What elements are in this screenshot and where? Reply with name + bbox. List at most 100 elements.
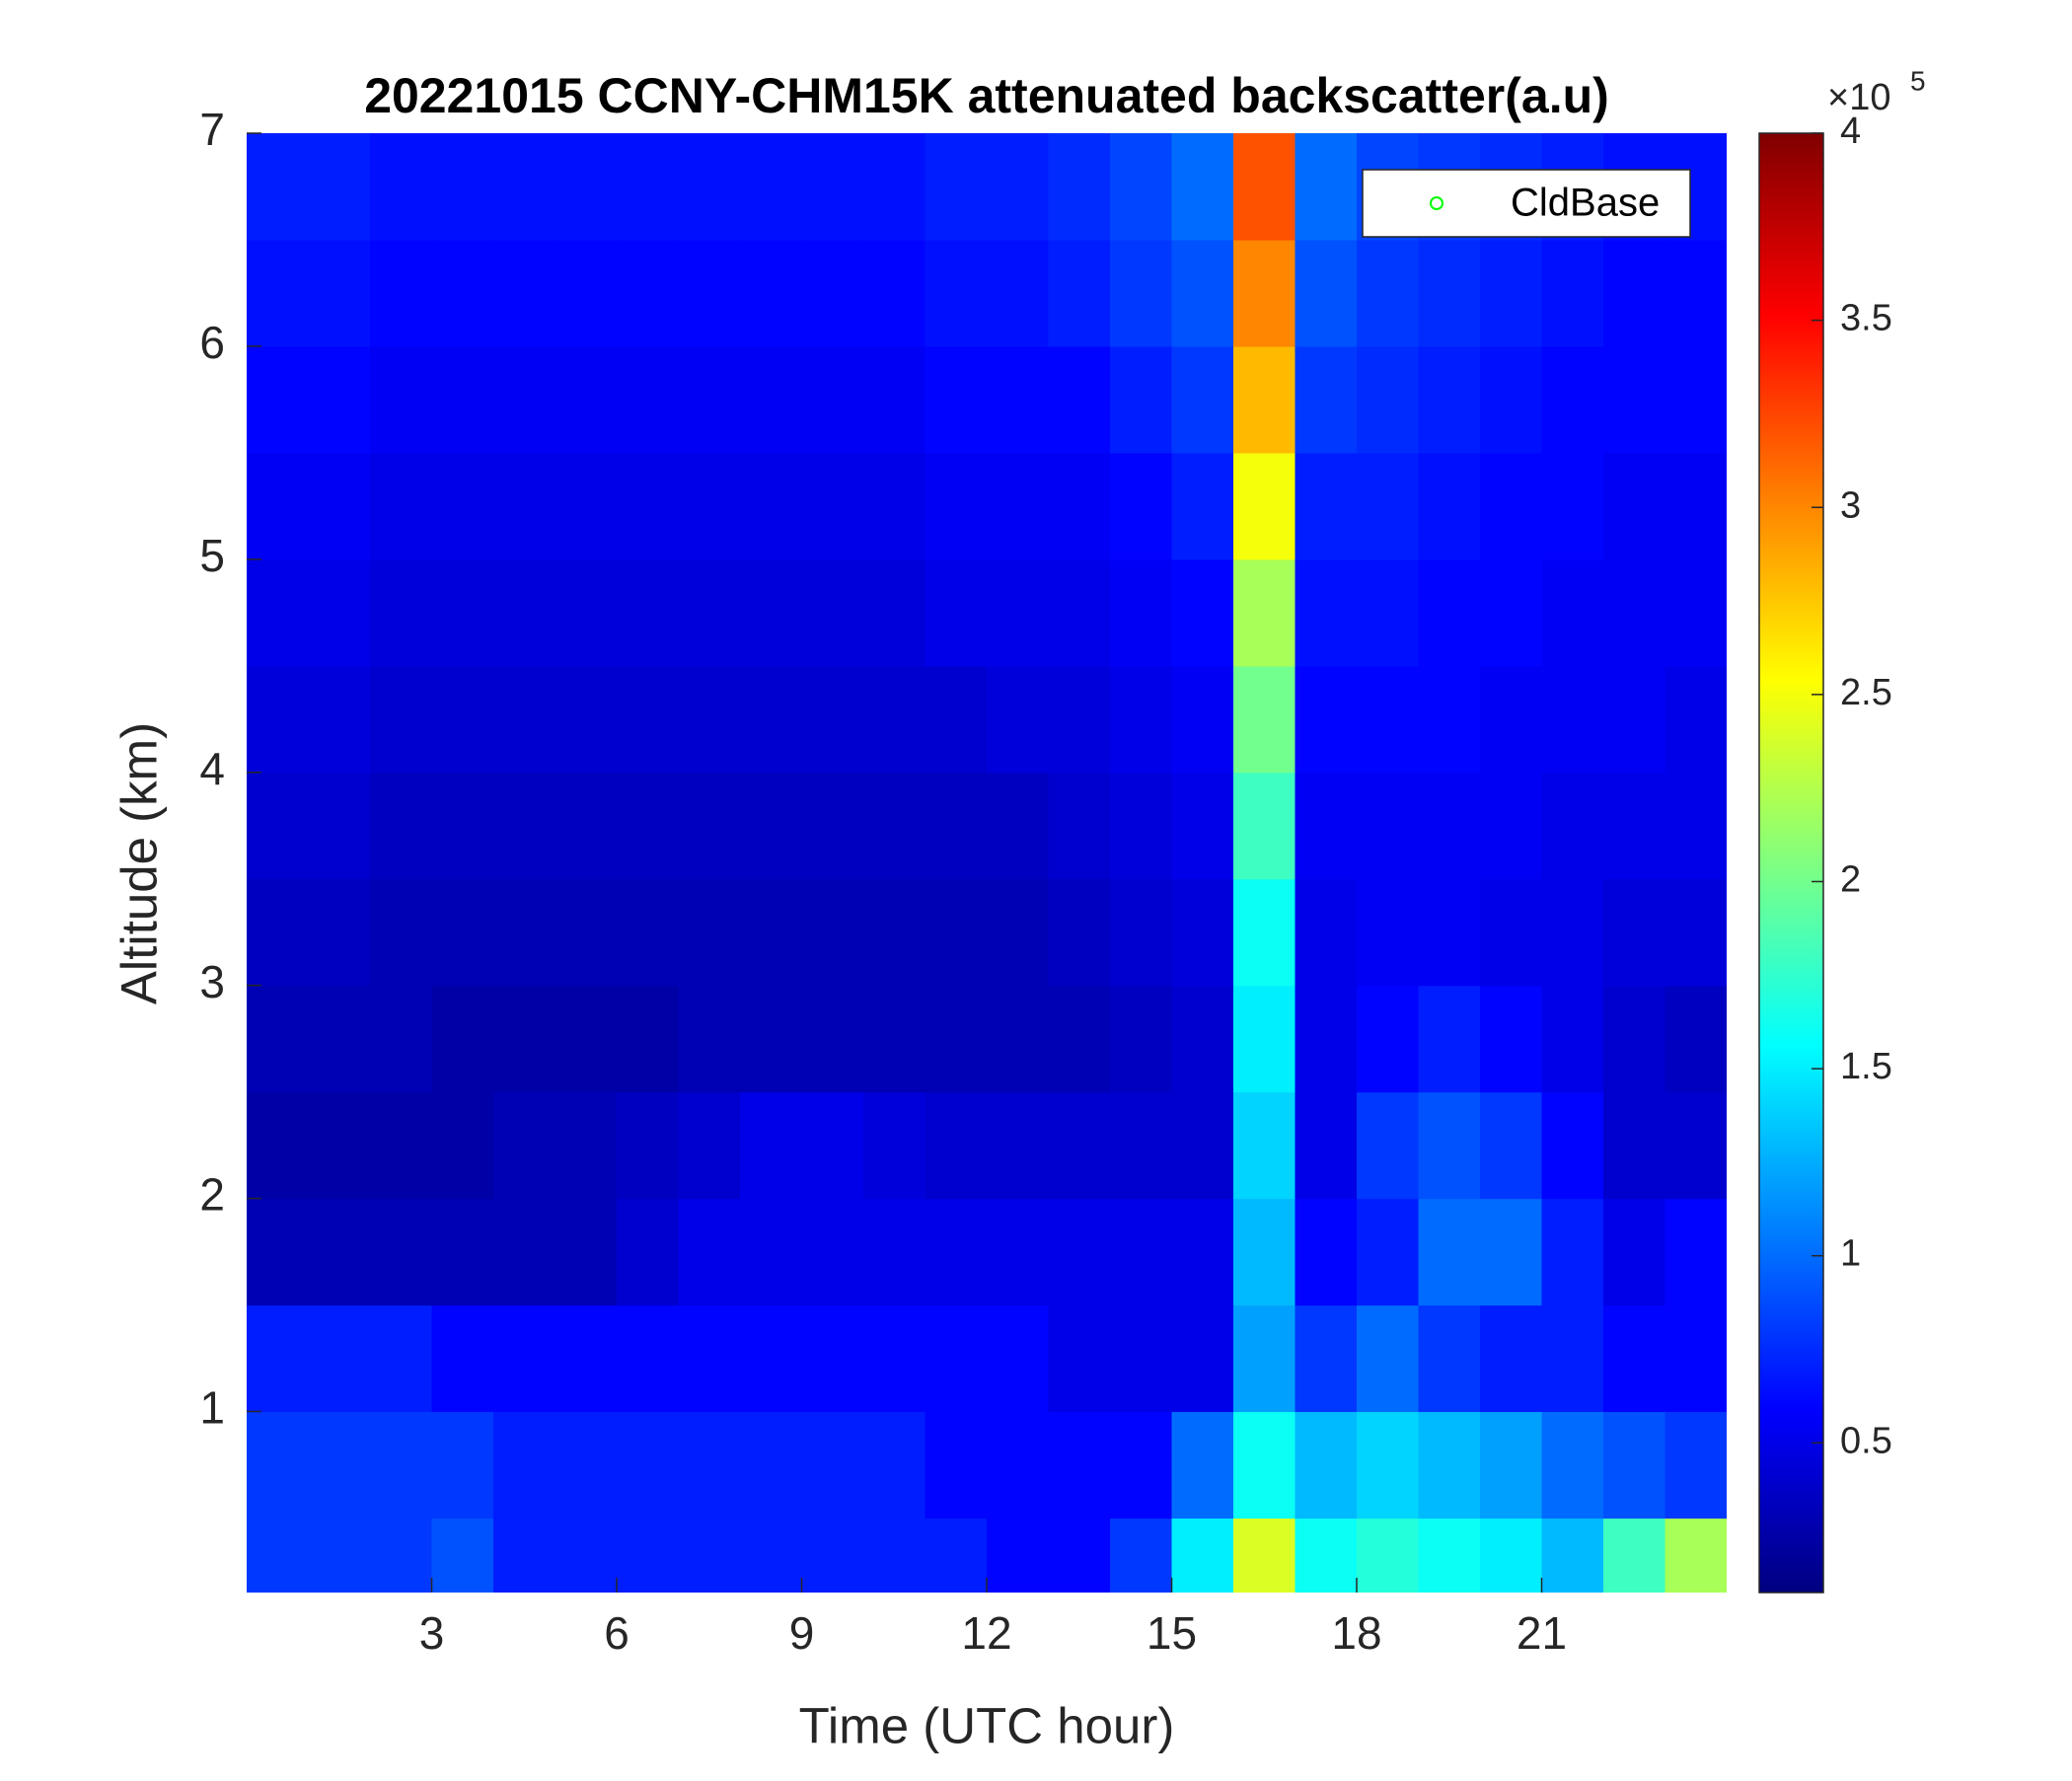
heatmap-cell: [1357, 1091, 1420, 1200]
heatmap-cell: [1418, 558, 1481, 667]
heatmap-cell: [987, 452, 1050, 560]
colorbar-tick-label: 1.5: [1840, 1046, 1892, 1087]
heatmap-cell: [1171, 1518, 1234, 1593]
heatmap-cell: [678, 772, 741, 880]
heatmap-cell: [1110, 239, 1173, 347]
heatmap-cell: [1171, 452, 1234, 560]
heatmap-cell: [1480, 878, 1543, 987]
heatmap-cell: [1110, 665, 1173, 774]
heatmap-cell: [1603, 345, 1666, 454]
heatmap-cell: [247, 558, 310, 667]
y-tick-label: 7: [199, 104, 225, 155]
heatmap-cell: [1541, 452, 1604, 560]
heatmap-cell: [1171, 133, 1234, 241]
heatmap-cell: [678, 558, 741, 667]
heatmap-cell: [678, 345, 741, 454]
heatmap-cell: [1665, 985, 1727, 1093]
heatmap-cell: [247, 878, 310, 987]
x-tick-label: 21: [1517, 1607, 1567, 1659]
chart-title: 20221015 CCNY-CHM15K attenuated backscat…: [364, 68, 1609, 123]
heatmap-cell: [1171, 239, 1234, 347]
colorbar-tick-label: 3: [1840, 484, 1861, 526]
heatmap-cell: [1541, 1304, 1604, 1413]
heatmap-cell: [370, 239, 433, 347]
heatmap-cell: [493, 1518, 556, 1593]
heatmap-cell: [801, 665, 864, 774]
heatmap-cell: [431, 772, 494, 880]
heatmap-cell: [801, 1411, 864, 1520]
heatmap-cell: [740, 345, 803, 454]
heatmap-cell: [740, 558, 803, 667]
heatmap-cell: [1233, 133, 1296, 241]
heatmap-cell: [1541, 1198, 1604, 1306]
heatmap-cell: [617, 1091, 680, 1200]
heatmap-cell: [1233, 878, 1296, 987]
heatmap-cell: [987, 133, 1050, 241]
heatmap-cell: [740, 1304, 803, 1413]
heatmap-cell: [1665, 239, 1727, 347]
heatmap-cell: [1480, 985, 1543, 1093]
heatmap-cell: [1110, 133, 1173, 241]
heatmap-cell: [1110, 1091, 1173, 1200]
heatmap-cell: [1295, 1091, 1358, 1200]
heatmap-cell: [617, 985, 680, 1093]
heatmap-cell: [431, 1091, 494, 1200]
heatmap-cell: [617, 772, 680, 880]
heatmap-cell: [678, 1091, 741, 1200]
heatmap-cell: [987, 878, 1050, 987]
heatmap-cell: [1541, 239, 1604, 347]
heatmap-cell: [1110, 452, 1173, 560]
y-tick-label: 1: [199, 1382, 225, 1434]
heatmap-cell: [1541, 878, 1604, 987]
heatmap-cell: [1295, 1518, 1358, 1593]
heatmap-cell: [1295, 452, 1358, 560]
heatmap-cell: [1603, 239, 1666, 347]
heatmap-cell: [370, 1304, 433, 1413]
heatmap-cell: [925, 985, 988, 1093]
heatmap-cell: [1048, 239, 1111, 347]
heatmap-cell: [308, 558, 371, 667]
heatmap-cell: [370, 665, 433, 774]
heatmap-cell: [247, 1198, 310, 1306]
heatmap-cell: [925, 878, 988, 987]
heatmap-cell: [1110, 1198, 1173, 1306]
heatmap-cell: [678, 665, 741, 774]
heatmap-cell: [863, 985, 926, 1093]
heatmap-cell: [801, 1198, 864, 1306]
heatmap-cell: [863, 452, 926, 560]
heatmap-cell: [493, 878, 556, 987]
heatmap-cell: [1233, 1198, 1296, 1306]
heatmap-cell: [1480, 665, 1543, 774]
heatmap-cell: [617, 133, 680, 241]
heatmap-cell: [678, 1411, 741, 1520]
heatmap-cell: [308, 1198, 371, 1306]
heatmap-cell: [1110, 345, 1173, 454]
legend-box: [1362, 169, 1691, 238]
heatmap-cell: [1665, 452, 1727, 560]
heatmap-cell: [1110, 558, 1173, 667]
heatmap-cell: [801, 985, 864, 1093]
heatmap-cell: [431, 1411, 494, 1520]
heatmap-cell: [1665, 1304, 1727, 1413]
heatmap-cell: [1480, 452, 1543, 560]
heatmap-cell: [678, 878, 741, 987]
heatmap-cell: [308, 345, 371, 454]
heatmap-cell: [308, 452, 371, 560]
heatmap-cell: [308, 1304, 371, 1413]
heatmap-cell: [555, 133, 618, 241]
heatmap-cell: [493, 1091, 556, 1200]
heatmap-cell: [1233, 345, 1296, 454]
heatmap-cell: [308, 772, 371, 880]
heatmap-cell: [247, 665, 310, 774]
y-tick-label: 3: [199, 956, 225, 1007]
x-tick-label: 6: [604, 1607, 629, 1659]
heatmap-cell: [1418, 1411, 1481, 1520]
heatmap-cell: [1418, 1198, 1481, 1306]
heatmap-cell: [1603, 452, 1666, 560]
heatmap-cell: [1110, 772, 1173, 880]
heatmap-cell: [370, 772, 433, 880]
heatmap-cell: [308, 239, 371, 347]
heatmap-cell: [925, 1091, 988, 1200]
heatmap-cell: [863, 772, 926, 880]
